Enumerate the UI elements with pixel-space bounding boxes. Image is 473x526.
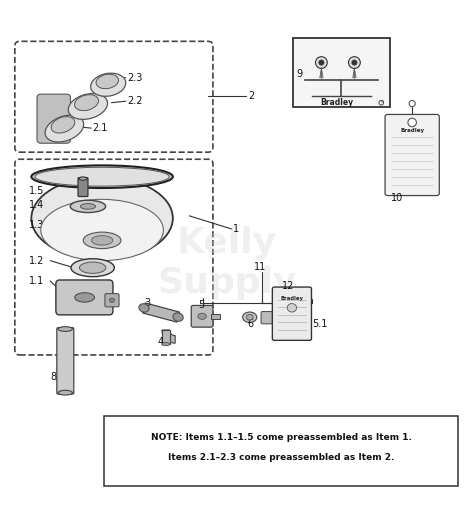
Text: 1.1: 1.1	[29, 276, 44, 286]
Ellipse shape	[243, 312, 257, 322]
Ellipse shape	[173, 313, 183, 321]
FancyBboxPatch shape	[191, 306, 213, 327]
Text: Items 2.1–2.3 come preassembled as Item 2.: Items 2.1–2.3 come preassembled as Item …	[168, 453, 394, 462]
Text: Bradley: Bradley	[320, 98, 353, 107]
FancyBboxPatch shape	[105, 416, 458, 485]
Polygon shape	[143, 303, 179, 322]
Text: 7: 7	[274, 319, 280, 329]
Ellipse shape	[31, 177, 173, 259]
Ellipse shape	[91, 236, 113, 245]
Text: NOTE: Items 1.1–1.5 come preassembled as Item 1.: NOTE: Items 1.1–1.5 come preassembled as…	[151, 433, 412, 442]
Ellipse shape	[79, 177, 87, 180]
Ellipse shape	[319, 60, 324, 65]
Polygon shape	[211, 314, 220, 319]
Text: 2: 2	[248, 90, 254, 100]
Ellipse shape	[75, 292, 95, 302]
Text: 2.1: 2.1	[93, 123, 108, 133]
Ellipse shape	[31, 165, 173, 188]
Text: 10: 10	[391, 193, 403, 203]
Text: 6: 6	[247, 319, 253, 329]
Text: ®: ®	[379, 100, 383, 105]
Ellipse shape	[83, 232, 121, 249]
Ellipse shape	[68, 94, 107, 119]
Ellipse shape	[349, 57, 360, 68]
Text: 1.2: 1.2	[29, 256, 44, 266]
Ellipse shape	[139, 304, 149, 312]
Text: 2.2: 2.2	[127, 96, 142, 106]
Ellipse shape	[58, 390, 72, 395]
Ellipse shape	[315, 57, 327, 68]
Ellipse shape	[41, 199, 163, 261]
Text: 12: 12	[282, 281, 295, 291]
Text: 8: 8	[50, 372, 56, 382]
FancyBboxPatch shape	[15, 159, 213, 355]
Ellipse shape	[51, 117, 75, 133]
FancyBboxPatch shape	[56, 280, 113, 315]
Text: 11: 11	[254, 262, 266, 272]
Text: 1.5: 1.5	[29, 186, 44, 196]
FancyBboxPatch shape	[385, 115, 439, 196]
Ellipse shape	[109, 298, 114, 302]
FancyBboxPatch shape	[15, 42, 213, 152]
FancyBboxPatch shape	[105, 294, 119, 307]
Ellipse shape	[305, 312, 310, 318]
Ellipse shape	[70, 200, 105, 213]
Text: 1.4: 1.4	[29, 200, 44, 210]
FancyBboxPatch shape	[293, 37, 390, 107]
FancyBboxPatch shape	[57, 328, 74, 394]
Ellipse shape	[198, 313, 206, 319]
Ellipse shape	[71, 259, 114, 277]
Polygon shape	[162, 330, 169, 344]
Ellipse shape	[45, 115, 84, 142]
Text: 1: 1	[233, 224, 239, 234]
Text: 9: 9	[297, 69, 303, 79]
Text: 5: 5	[198, 300, 204, 310]
Ellipse shape	[75, 95, 98, 110]
Text: 2.3: 2.3	[127, 73, 142, 83]
Ellipse shape	[96, 74, 119, 89]
Text: 3: 3	[145, 298, 151, 308]
Ellipse shape	[287, 304, 297, 312]
Ellipse shape	[162, 342, 169, 346]
Text: 1.3: 1.3	[29, 220, 44, 230]
Text: Kelly
Supply: Kelly Supply	[158, 226, 297, 300]
Text: Bradley: Bradley	[400, 127, 424, 133]
Ellipse shape	[80, 204, 96, 209]
FancyBboxPatch shape	[78, 178, 88, 197]
FancyBboxPatch shape	[37, 94, 70, 143]
Ellipse shape	[79, 262, 106, 274]
Ellipse shape	[35, 167, 169, 186]
Text: 4: 4	[158, 337, 164, 347]
FancyBboxPatch shape	[272, 287, 312, 340]
Ellipse shape	[352, 60, 357, 65]
Polygon shape	[162, 330, 175, 343]
Ellipse shape	[58, 327, 72, 331]
Ellipse shape	[246, 315, 253, 320]
Ellipse shape	[91, 73, 126, 96]
Text: 5.1: 5.1	[312, 319, 327, 329]
Circle shape	[408, 118, 416, 127]
Text: Bradley: Bradley	[280, 296, 303, 301]
FancyBboxPatch shape	[261, 311, 273, 324]
